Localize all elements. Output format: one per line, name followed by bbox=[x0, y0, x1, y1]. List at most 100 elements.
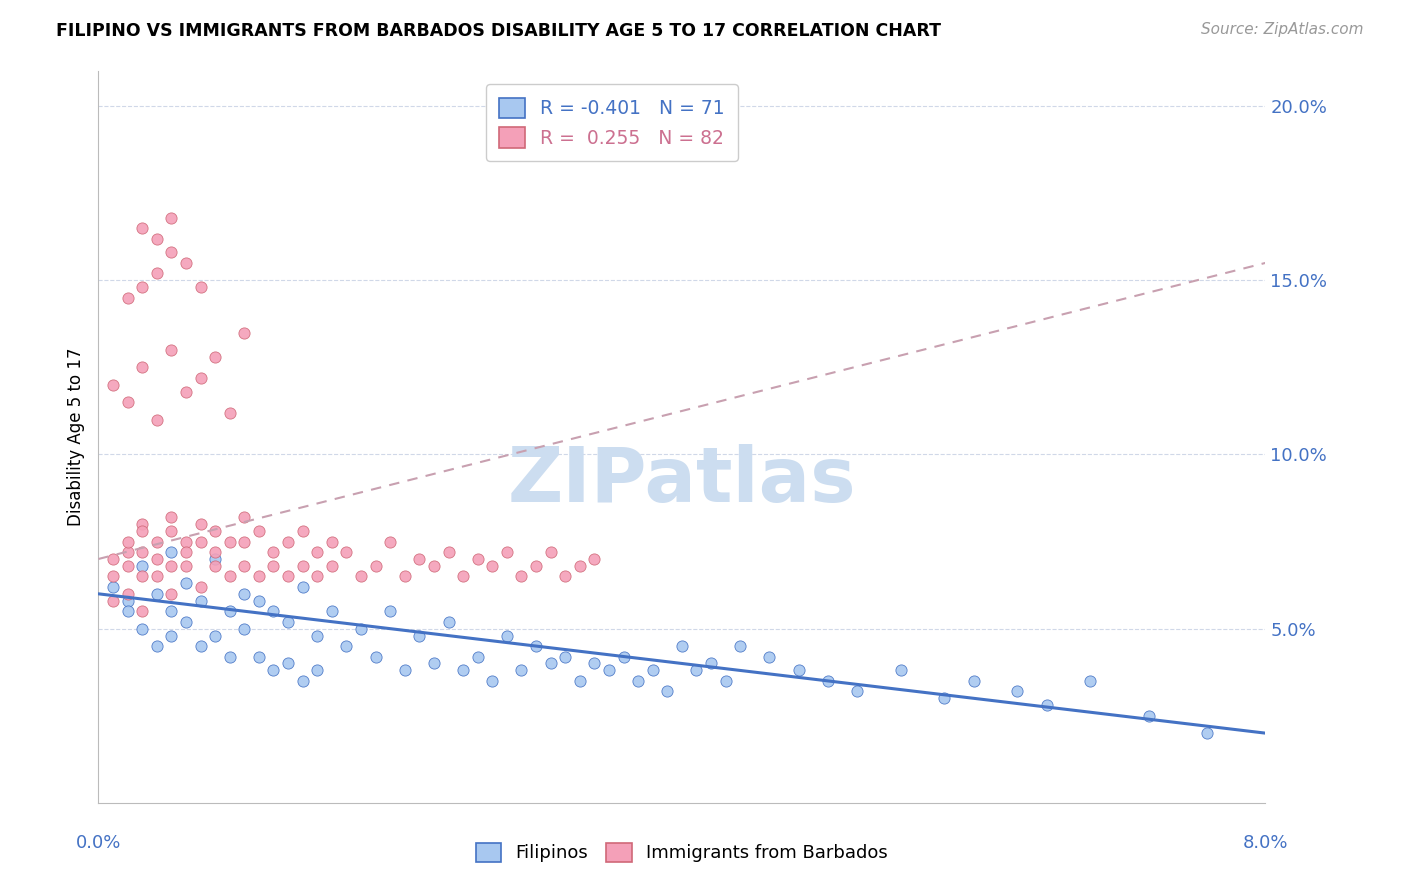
Text: ZIPatlas: ZIPatlas bbox=[508, 444, 856, 518]
Point bbox=[437, 545, 460, 559]
Point bbox=[583, 552, 606, 566]
Point bbox=[146, 534, 169, 549]
Point bbox=[174, 576, 197, 591]
Point bbox=[335, 639, 357, 653]
Point bbox=[117, 587, 139, 601]
Point bbox=[380, 604, 402, 618]
Point bbox=[335, 545, 357, 559]
Point bbox=[117, 395, 139, 409]
Point bbox=[146, 412, 169, 426]
Point bbox=[233, 534, 256, 549]
Point bbox=[146, 639, 169, 653]
Point bbox=[1007, 684, 1029, 698]
Text: 8.0%: 8.0% bbox=[1243, 834, 1288, 852]
Point bbox=[247, 524, 270, 538]
Point bbox=[291, 558, 314, 573]
Point bbox=[131, 360, 153, 375]
Point bbox=[131, 622, 153, 636]
Text: Source: ZipAtlas.com: Source: ZipAtlas.com bbox=[1201, 22, 1364, 37]
Point bbox=[277, 615, 299, 629]
Point bbox=[204, 350, 226, 364]
Point bbox=[190, 580, 212, 594]
Point bbox=[101, 377, 124, 392]
Point bbox=[467, 649, 489, 664]
Point bbox=[146, 587, 169, 601]
Point bbox=[524, 639, 547, 653]
Point bbox=[934, 691, 956, 706]
Point bbox=[277, 657, 299, 671]
Point bbox=[174, 558, 197, 573]
Point bbox=[291, 673, 314, 688]
Point bbox=[627, 673, 650, 688]
Point bbox=[451, 664, 474, 678]
Point bbox=[146, 231, 169, 245]
Point bbox=[817, 673, 839, 688]
Point bbox=[408, 552, 430, 566]
Point bbox=[131, 569, 153, 583]
Point bbox=[364, 649, 387, 664]
Legend: Filipinos, Immigrants from Barbados: Filipinos, Immigrants from Barbados bbox=[468, 836, 896, 870]
Point bbox=[262, 558, 284, 573]
Point bbox=[568, 558, 591, 573]
Point bbox=[247, 649, 270, 664]
Point bbox=[262, 545, 284, 559]
Point bbox=[277, 569, 299, 583]
Point bbox=[277, 534, 299, 549]
Point bbox=[233, 558, 256, 573]
Point bbox=[467, 552, 489, 566]
Point bbox=[1080, 673, 1102, 688]
Point bbox=[598, 664, 620, 678]
Point bbox=[730, 639, 752, 653]
Point bbox=[174, 534, 197, 549]
Point bbox=[423, 558, 446, 573]
Point bbox=[451, 569, 474, 583]
Point bbox=[218, 604, 240, 618]
Point bbox=[307, 545, 329, 559]
Point bbox=[204, 629, 226, 643]
Point bbox=[787, 664, 810, 678]
Point bbox=[524, 558, 547, 573]
Point bbox=[117, 291, 139, 305]
Point bbox=[218, 569, 240, 583]
Point bbox=[190, 594, 212, 608]
Point bbox=[160, 524, 183, 538]
Point bbox=[146, 266, 169, 280]
Point bbox=[1197, 726, 1219, 740]
Point bbox=[437, 615, 460, 629]
Point bbox=[510, 664, 533, 678]
Point bbox=[1137, 708, 1160, 723]
Point bbox=[174, 256, 197, 270]
Point bbox=[146, 552, 169, 566]
Point bbox=[218, 406, 240, 420]
Point bbox=[845, 684, 868, 698]
Point bbox=[233, 510, 256, 524]
Point bbox=[612, 649, 634, 664]
Point bbox=[131, 558, 153, 573]
Point bbox=[714, 673, 737, 688]
Point bbox=[321, 558, 343, 573]
Point bbox=[160, 629, 183, 643]
Point bbox=[1035, 698, 1057, 713]
Point bbox=[350, 569, 373, 583]
Point bbox=[131, 524, 153, 538]
Point bbox=[190, 517, 212, 532]
Point bbox=[233, 587, 256, 601]
Point bbox=[131, 517, 153, 532]
Point bbox=[380, 534, 402, 549]
Point bbox=[131, 545, 153, 559]
Point bbox=[174, 615, 197, 629]
Point bbox=[685, 664, 707, 678]
Point bbox=[160, 245, 183, 260]
Point bbox=[101, 569, 124, 583]
Point bbox=[174, 384, 197, 399]
Point bbox=[160, 545, 183, 559]
Point bbox=[218, 534, 240, 549]
Point bbox=[101, 552, 124, 566]
Point bbox=[101, 580, 124, 594]
Point bbox=[204, 558, 226, 573]
Point bbox=[146, 569, 169, 583]
Point bbox=[160, 587, 183, 601]
Point bbox=[131, 221, 153, 235]
Point bbox=[554, 649, 576, 664]
Point bbox=[117, 534, 139, 549]
